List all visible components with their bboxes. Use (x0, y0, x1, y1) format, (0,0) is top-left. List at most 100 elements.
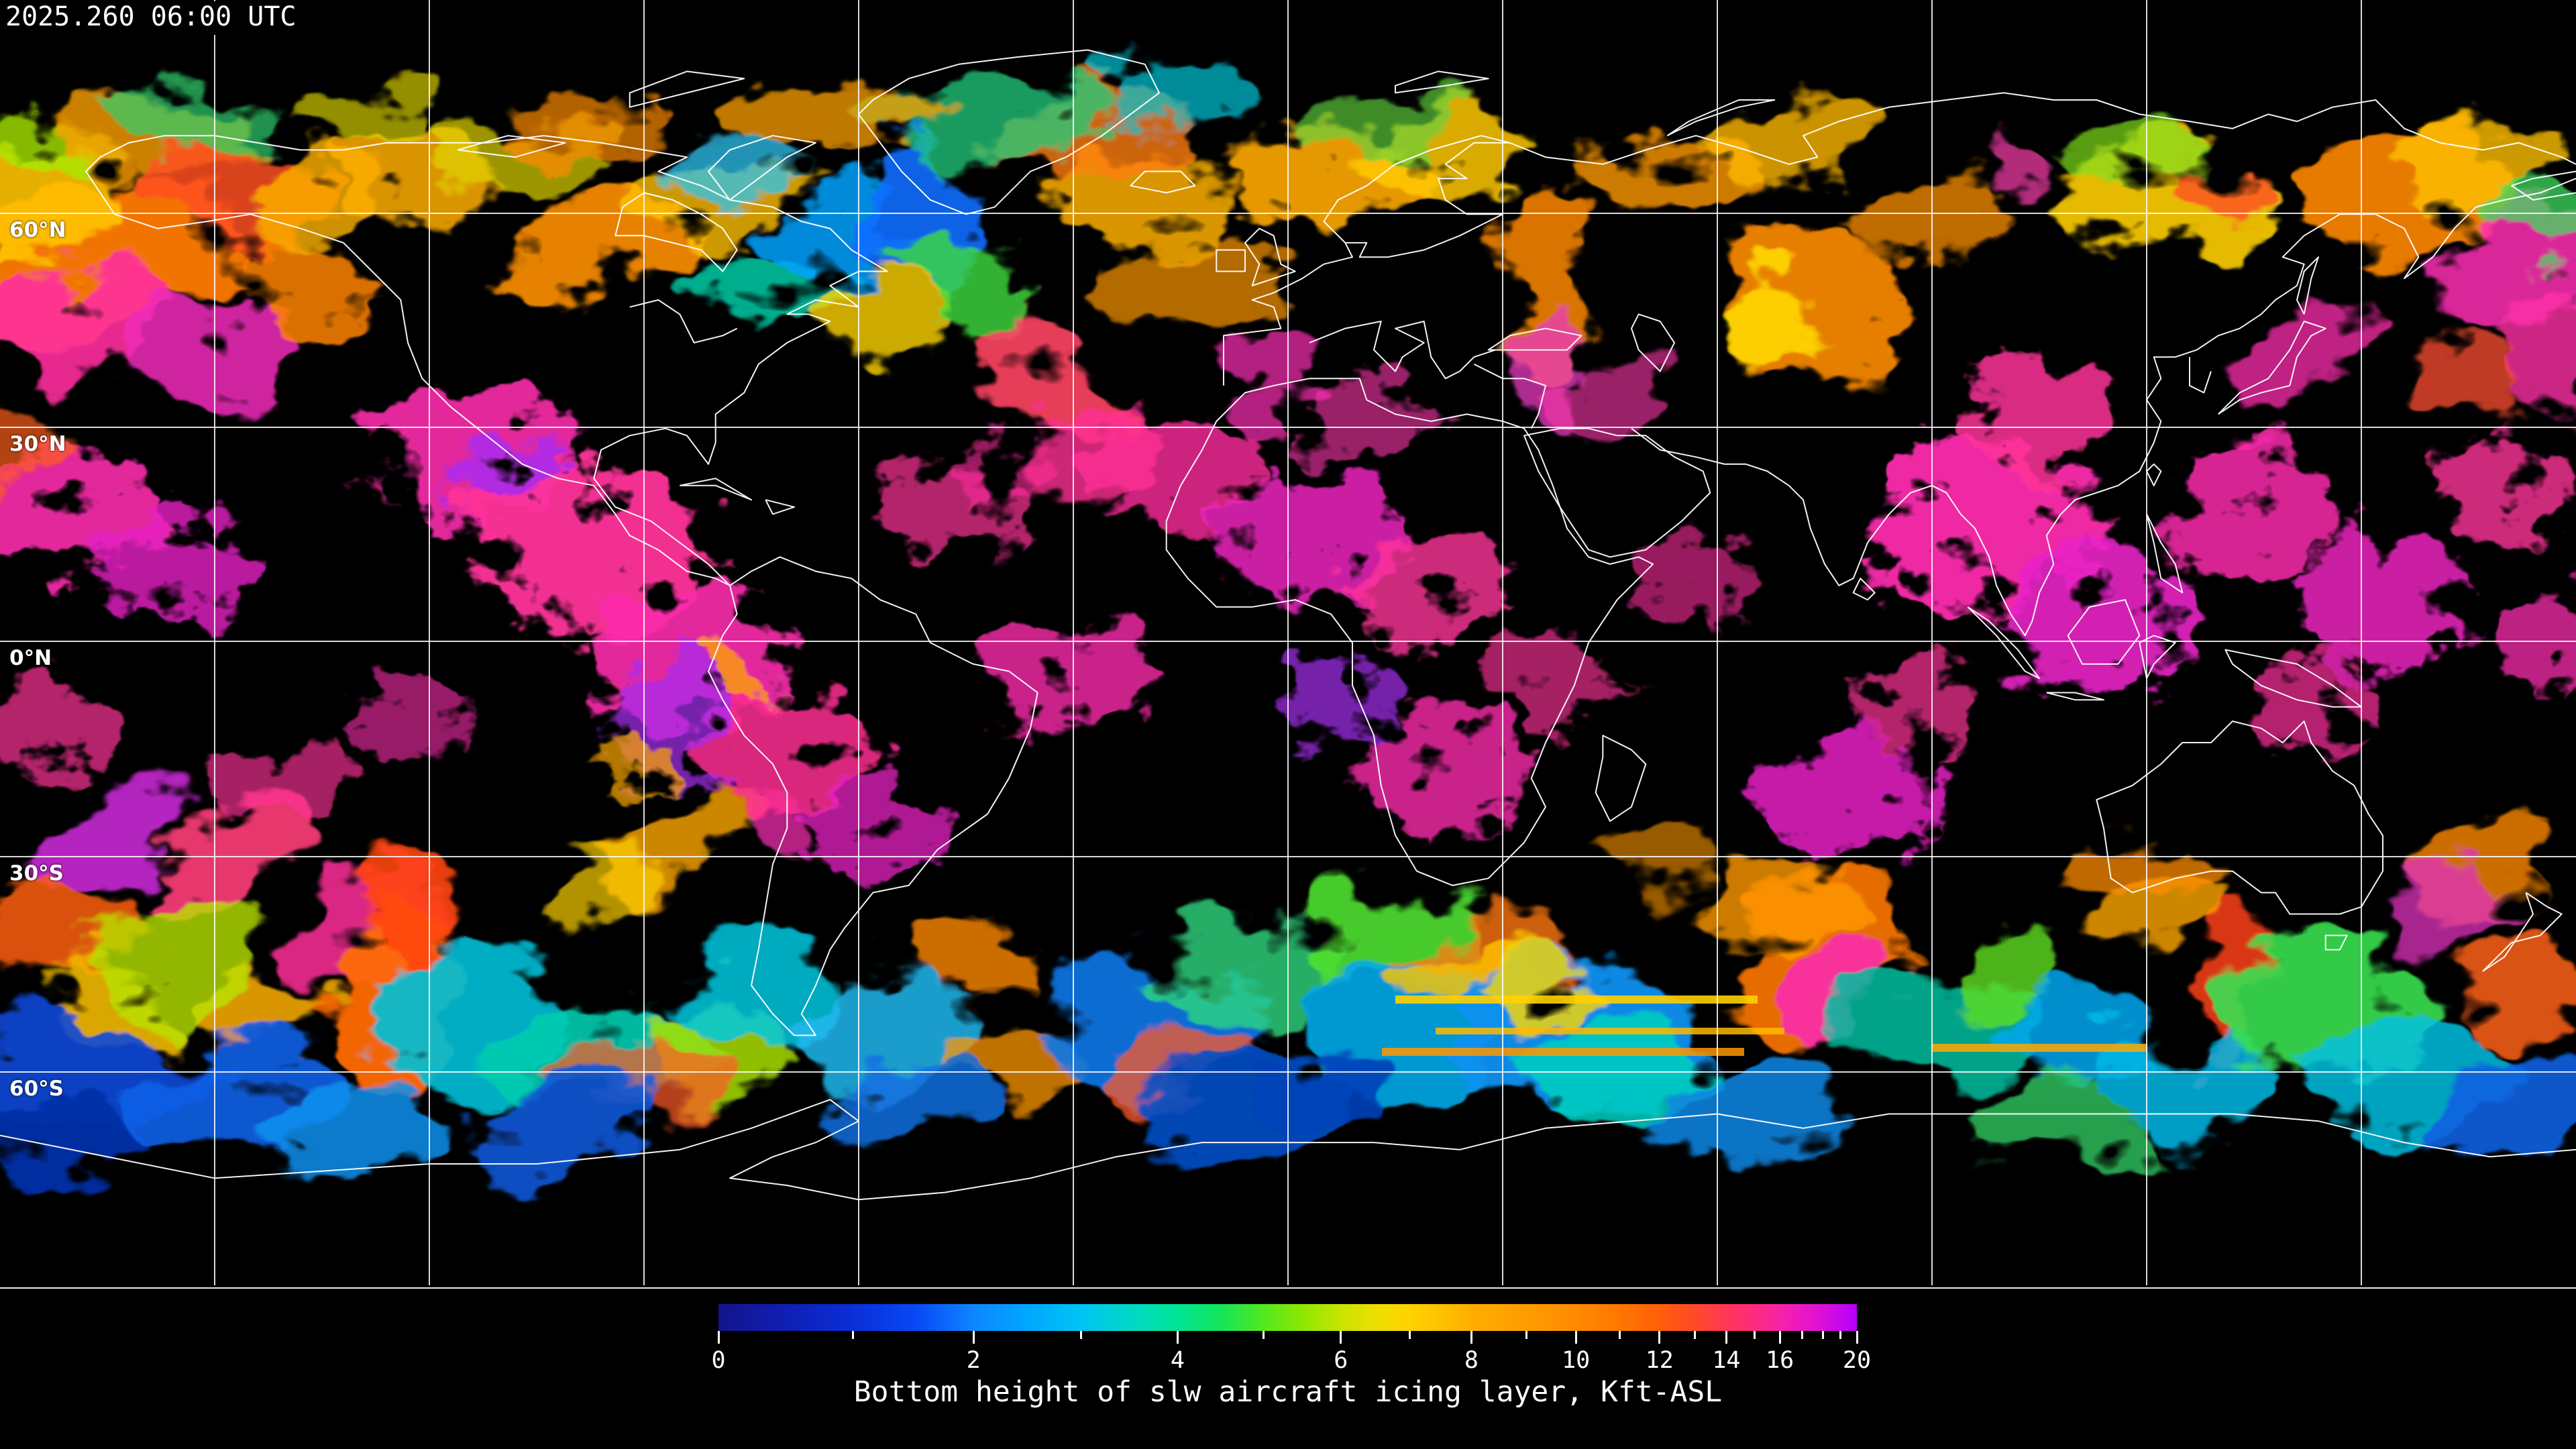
colorbar-major-tick (1340, 1331, 1342, 1344)
coastline-tasmania (2324, 934, 2348, 951)
icing-region (1967, 364, 2128, 471)
coastline-chukotka (2511, 170, 2576, 201)
icing-region (547, 846, 663, 941)
colorbar-minor-tick (1839, 1331, 1842, 1339)
icing-region (1972, 142, 2053, 196)
coastline-russia-arctic (1509, 92, 2576, 165)
data-seam-bar (1932, 1044, 2147, 1052)
icing-region (820, 1061, 994, 1155)
coastline-philippines (2146, 513, 2184, 594)
icing-region (2296, 538, 2470, 672)
coastline-sri-lanka (1852, 578, 1876, 601)
map-frame-bottom (0, 1287, 2576, 1289)
icing-region (1303, 377, 1450, 458)
colorbar-tick-label: 10 (1562, 1347, 1591, 1374)
icing-region (121, 87, 282, 148)
coastline-arabia (1523, 427, 1711, 558)
colorbar-tick-label: 6 (1334, 1347, 1348, 1374)
latlon-grid (0, 0, 2576, 1285)
colorbar-title: Bottom height of slw aircraft icing laye… (853, 1375, 1723, 1409)
coastline-mediterranean-north (1309, 321, 1496, 380)
colorbar-minor-tick (852, 1331, 855, 1339)
icing-region (1497, 639, 1618, 719)
icing-region (0, 409, 80, 476)
coastline-africa (1165, 378, 1654, 886)
data-seam-artifacts (1382, 996, 2147, 1056)
colorbar-major-tick (1574, 1331, 1577, 1344)
icing-region (263, 1081, 437, 1175)
coastline-greenland (858, 49, 1160, 215)
coastline-antarctica (0, 1099, 2576, 1201)
icing-region (1845, 181, 2006, 262)
coastline-iceland (1130, 170, 1196, 194)
icing-region (503, 89, 664, 150)
icing-region (706, 692, 880, 813)
icing-region (1947, 920, 2081, 1014)
icing-region (1960, 1088, 2135, 1169)
coastline-new-guinea (2224, 649, 2362, 708)
colorbar-major-tick (1470, 1331, 1472, 1344)
icing-region (2217, 302, 2371, 396)
icing-region (2249, 659, 2383, 753)
icing-region (908, 239, 1031, 337)
icing-region (1315, 93, 1449, 146)
icing-region (343, 679, 464, 746)
icing-region (698, 651, 778, 704)
data-seam-bar (1395, 996, 1758, 1004)
colorbar-minor-tick (1801, 1331, 1804, 1339)
coastline-australia (2096, 720, 2383, 915)
colorbar-major-tick (1725, 1331, 1727, 1344)
icing-region (738, 87, 926, 154)
coastline-new-zealand (2482, 892, 2563, 972)
icing-region (879, 80, 1107, 161)
icing-band-tropics (0, 364, 2576, 880)
colorbar-major-tick (1856, 1331, 1858, 1344)
icing-region (1866, 672, 1987, 753)
icing-region (2436, 431, 2571, 538)
icing-region (2066, 119, 2200, 173)
icing-region (1356, 712, 1531, 833)
icing-region (1491, 961, 1598, 1028)
icing-region (1201, 335, 1322, 416)
icing-region (2068, 826, 2202, 894)
icing-region (2457, 947, 2576, 1041)
icing-region (95, 907, 270, 1014)
icing-region (458, 1081, 645, 1175)
coastline-cuba (680, 478, 752, 501)
icing-region (671, 134, 792, 201)
icing-region (295, 89, 443, 150)
colorbar-minor-tick (1525, 1331, 1528, 1339)
colorbar-minor-tick (1409, 1331, 1411, 1339)
icing-region (2412, 329, 2525, 422)
coastline-taiwan (2146, 463, 2162, 486)
coastline-hispaniola (765, 499, 795, 515)
icing-region (900, 914, 1034, 994)
icing-region (1249, 1055, 1410, 1135)
icing-region (209, 739, 357, 820)
icing-region (1343, 538, 1517, 645)
data-seam-bar (1382, 1048, 1744, 1056)
icing-region (2402, 126, 2563, 207)
coastline-south-america (708, 556, 1038, 1036)
icing-region (2430, 1055, 2576, 1162)
latitude-label: 30°N (9, 432, 66, 456)
icing-region (1100, 66, 1261, 133)
icing-region (1727, 282, 1821, 362)
icing-region (1127, 241, 1288, 322)
colorbar-major-tick (717, 1331, 720, 1344)
colorbar-major-tick (1176, 1331, 1179, 1344)
coastline-sumatra (1967, 606, 2040, 680)
icing-region (1631, 545, 1752, 625)
icing-region (1611, 826, 1719, 894)
icing-region (1289, 665, 1397, 746)
icing-region (2396, 853, 2490, 961)
latitude-label: 60°S (9, 1077, 64, 1101)
coastline-levant-turkey (1473, 364, 1546, 429)
icing-region (2000, 551, 2202, 686)
icing-region (1652, 1061, 1839, 1155)
icing-region (1028, 409, 1152, 511)
icing-region (1712, 867, 1833, 947)
colorbar-tick-label: 14 (1712, 1347, 1741, 1374)
